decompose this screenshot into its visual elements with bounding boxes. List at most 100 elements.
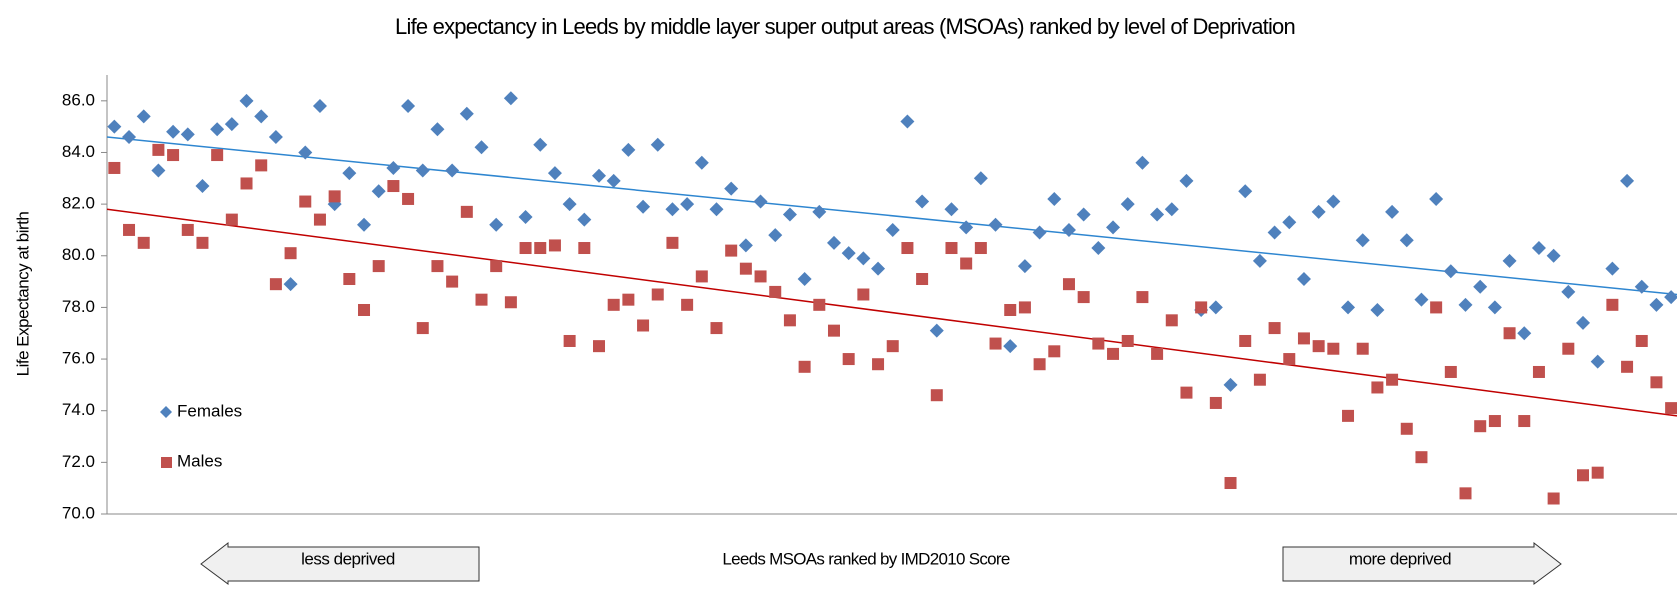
legend-marker (160, 406, 172, 418)
point (695, 270, 708, 283)
point (856, 251, 871, 266)
point (1371, 381, 1384, 394)
point (122, 129, 137, 144)
point (622, 293, 635, 306)
point (1503, 327, 1516, 340)
point (1443, 264, 1458, 279)
point (1356, 342, 1369, 355)
point (650, 137, 665, 152)
point (974, 242, 987, 255)
point (563, 334, 576, 347)
point (1385, 204, 1400, 219)
point (181, 223, 194, 236)
point (503, 91, 518, 106)
point (871, 261, 886, 276)
point (872, 358, 885, 371)
point (1561, 284, 1576, 299)
point (944, 202, 959, 217)
point (1532, 365, 1545, 378)
point (709, 202, 724, 217)
point (1164, 202, 1179, 217)
point (1018, 301, 1031, 314)
point (739, 262, 752, 275)
point (1605, 261, 1620, 276)
point (534, 242, 547, 255)
y-tick-label: 80.0 (62, 245, 95, 264)
point (1399, 233, 1414, 248)
point (1150, 207, 1165, 222)
point (1121, 334, 1134, 347)
point (1502, 253, 1517, 268)
point (1033, 358, 1046, 371)
point (694, 155, 709, 170)
point (445, 163, 460, 178)
point (1004, 303, 1017, 316)
point (1252, 253, 1267, 268)
point (430, 122, 445, 137)
point (211, 149, 224, 162)
point (1400, 422, 1413, 435)
point (929, 323, 944, 338)
point (1414, 292, 1429, 307)
y-tick-label: 86.0 (62, 90, 95, 109)
point (797, 272, 812, 287)
point (651, 288, 664, 301)
point (1003, 339, 1018, 354)
point (1239, 334, 1252, 347)
point (518, 210, 533, 225)
point (1238, 184, 1253, 199)
point (989, 337, 1002, 350)
point (1032, 225, 1047, 240)
point (680, 197, 695, 212)
point (1091, 241, 1106, 256)
point (812, 204, 827, 219)
point (490, 260, 503, 273)
trend-line (106, 208, 1677, 417)
point (328, 190, 341, 203)
y-tick-label: 78.0 (62, 297, 95, 316)
point (1355, 233, 1370, 248)
point (857, 288, 870, 301)
point (401, 98, 416, 113)
point (593, 340, 606, 353)
point (298, 145, 313, 160)
point (1473, 279, 1488, 294)
chart-title: Life expectancy in Leeds by middle layer… (395, 14, 1295, 39)
point (1459, 487, 1472, 500)
point (225, 213, 238, 226)
point (1531, 241, 1546, 256)
point (1444, 365, 1457, 378)
point (1296, 272, 1311, 287)
point (1268, 322, 1281, 335)
trend-line (106, 136, 1677, 296)
point (842, 353, 855, 366)
point (1151, 347, 1164, 360)
point (1106, 220, 1121, 235)
point (783, 314, 796, 327)
point (666, 236, 679, 249)
point (813, 298, 826, 311)
point (1370, 302, 1385, 317)
point (136, 109, 151, 124)
point (1017, 259, 1032, 274)
point (1620, 173, 1635, 188)
point (1253, 373, 1266, 386)
point (342, 166, 357, 181)
legend-label: Females (177, 401, 242, 420)
point (930, 389, 943, 402)
point (268, 129, 283, 144)
annotation: less deprived (301, 549, 395, 568)
point (474, 140, 489, 155)
y-tick-label: 82.0 (62, 194, 95, 213)
point (1135, 155, 1150, 170)
point (826, 235, 841, 250)
point (1062, 278, 1075, 291)
point (1077, 291, 1090, 304)
point (1341, 300, 1356, 315)
point (1092, 337, 1105, 350)
point (1458, 297, 1473, 312)
point (475, 293, 488, 306)
point (357, 217, 372, 232)
left-arrow (200, 541, 480, 585)
